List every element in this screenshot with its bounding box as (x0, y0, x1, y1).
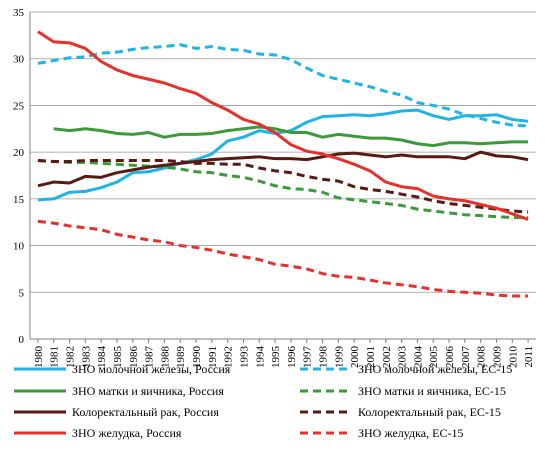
x-tick-label: 1989 (175, 346, 187, 369)
x-tick-label: 1984 (96, 346, 108, 369)
x-tick-label: 1998 (318, 346, 330, 369)
series-line-5 (37, 150, 529, 188)
x-tick-label: 1980 (33, 346, 45, 369)
x-tick-label: 1988 (159, 346, 171, 369)
series-line-8 (37, 219, 529, 298)
x-tick-label: 2009 (491, 346, 503, 369)
legend-label-7: ЗНО желудка, Россия (72, 426, 182, 440)
series-line-6 (37, 159, 529, 214)
axes (29, 12, 536, 340)
x-tick-label: 2005 (428, 346, 440, 369)
x-tick-label: 1983 (80, 346, 92, 369)
legend-label-6: Колоректальный рак, ЕС-15 (358, 405, 501, 419)
x-tick-label: 2011 (523, 346, 535, 368)
legend-label-3: ЗНО матки и яичника, Россия (72, 384, 224, 398)
x-tick-label: 2000 (349, 346, 361, 369)
legend-label-2: ЗНО молочной железы, ЕС-15 (358, 362, 512, 376)
x-tick-label: 1997 (302, 346, 314, 369)
y-tick-labels: 0 5 10 15 20 25 30 35 (13, 7, 25, 346)
y-tick-label: 10 (13, 241, 25, 253)
x-tick-label: 1991 (207, 346, 219, 368)
x-tick-label: 2010 (507, 346, 519, 369)
series-line-7 (37, 30, 529, 221)
legend-label-4: ЗНО матки и яичника, ЕС-15 (358, 384, 506, 398)
y-tick-label: 20 (13, 147, 25, 159)
x-tick-label: 2006 (444, 346, 456, 369)
x-tick-label: 2004 (412, 346, 424, 369)
x-tick-label: 1992 (223, 346, 235, 368)
legend-label-5: Колоректальный рак, Россия (72, 405, 219, 419)
series-line-4 (37, 159, 529, 220)
x-tick-label: 1985 (112, 346, 124, 369)
y-tick-label: 15 (13, 194, 25, 206)
series-lines (37, 30, 529, 298)
x-tick-label: 1987 (144, 346, 156, 369)
x-tick-label: 2008 (476, 346, 488, 369)
series-line-2 (37, 43, 529, 128)
x-tick-label: 1990 (191, 346, 203, 369)
x-tick-labels: 1980 1981 1982 1983 1984 1985 1986 1987 1988 1989… (33, 339, 535, 368)
x-tick-label: 1995 (270, 346, 282, 369)
y-tick-label: 30 (13, 54, 25, 66)
y-tick-label: 5 (19, 287, 25, 299)
series-line-3 (53, 125, 529, 148)
x-tick-label: 2002 (381, 346, 393, 368)
x-tick-label: 2003 (397, 346, 409, 369)
x-tick-label: 1993 (238, 346, 250, 369)
x-tick-label: 2007 (460, 346, 472, 369)
x-tick-label: 1999 (333, 346, 345, 369)
x-tick-label: 2001 (365, 346, 377, 368)
y-tick-label: 35 (13, 7, 25, 19)
y-tick-label: 0 (19, 334, 25, 346)
y-tick-label: 25 (13, 100, 25, 112)
x-tick-label: 1994 (254, 346, 266, 369)
x-tick-label: 1981 (49, 346, 61, 368)
x-tick-label: 1986 (128, 346, 140, 369)
legend: ЗНО молочной железы, Россия ЗНО молочной … (14, 362, 512, 440)
x-tick-label: 1996 (286, 346, 298, 369)
legend-label-8: ЗНО желудка, ЕС-15 (358, 426, 463, 440)
x-tick-label: 1982 (65, 346, 77, 368)
legend-label-1: ЗНО молочной железы, Россия (72, 362, 231, 376)
